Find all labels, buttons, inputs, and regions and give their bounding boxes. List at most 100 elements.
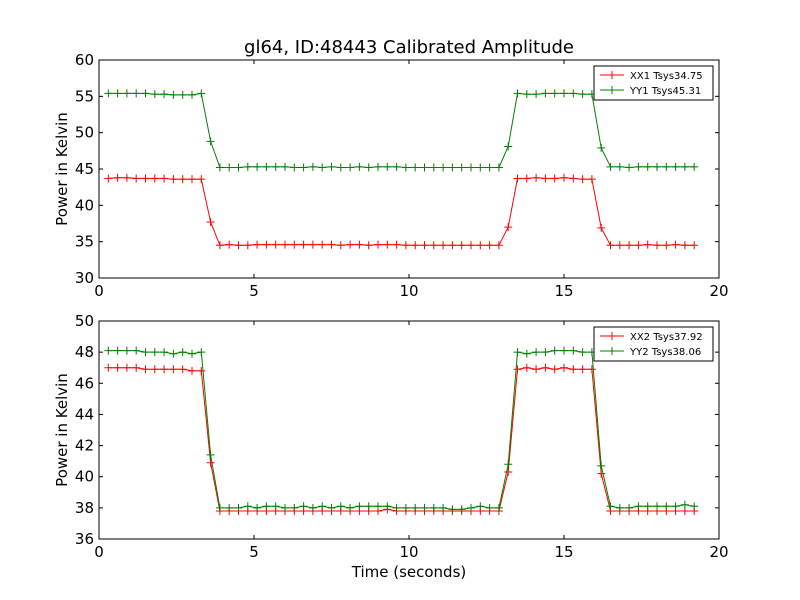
data-point: [346, 503, 355, 512]
data-point: [150, 174, 159, 183]
data-point: [355, 240, 364, 249]
y-tick-label: 45: [75, 160, 94, 178]
data-point: [169, 365, 178, 374]
data-point: [653, 502, 661, 511]
data-point: [122, 363, 131, 372]
data-point: [104, 89, 113, 98]
x-tick-label: 10: [399, 543, 418, 561]
data-point: [327, 162, 336, 171]
data-point: [560, 346, 568, 355]
x-tick-label: 5: [249, 543, 259, 561]
data-point: [522, 363, 531, 372]
data-point: [262, 240, 271, 249]
data-point: [671, 502, 680, 511]
data-point: [634, 241, 643, 250]
data-point: [560, 89, 568, 98]
data-point: [299, 163, 308, 172]
data-point: [122, 173, 131, 182]
data-point: [160, 365, 169, 374]
data-point: [234, 163, 243, 172]
data-point: [643, 162, 652, 171]
data-point: [476, 502, 485, 511]
data-point: [522, 349, 531, 358]
series-2: [104, 346, 699, 514]
data-point: [578, 365, 587, 374]
data-point: [457, 163, 466, 172]
data-point: [587, 365, 596, 374]
data-point: [560, 173, 568, 182]
data-point: [243, 162, 252, 171]
data-point: [615, 162, 624, 171]
data-point: [587, 175, 596, 184]
data-point: [234, 241, 243, 250]
data-point: [215, 241, 224, 250]
data-point: [234, 503, 243, 512]
data-point: [504, 142, 513, 151]
data-point: [634, 502, 643, 511]
data-point: [290, 240, 299, 249]
data-point: [188, 175, 196, 184]
data-point: [653, 241, 661, 250]
legend-label: XX1 Tsys34.75: [630, 71, 703, 82]
data-point: [197, 366, 206, 375]
data-point: [383, 240, 392, 249]
data-point: [532, 348, 541, 357]
data-point: [178, 90, 187, 99]
data-point: [160, 90, 169, 99]
y-tick-label: 35: [75, 233, 94, 251]
data-point: [606, 162, 615, 171]
data-point: [541, 89, 550, 98]
data-point: [271, 162, 280, 171]
data-point: [318, 502, 327, 511]
y-axis-label: Power in Kelvin: [53, 112, 71, 226]
data-point: [662, 502, 671, 511]
data-point: [532, 173, 541, 182]
series-line: [108, 92, 695, 169]
data-point: [597, 223, 606, 232]
data-point: [178, 348, 187, 357]
data-point: [550, 365, 559, 374]
data-point: [225, 503, 234, 512]
data-point: [625, 163, 634, 172]
series-line: [108, 177, 695, 246]
data-point: [411, 163, 420, 172]
data-point: [513, 89, 522, 98]
data-point: [615, 503, 624, 512]
data-point: [457, 241, 466, 250]
data-point: [104, 174, 113, 183]
data-point: [299, 502, 308, 511]
data-point: [690, 241, 699, 250]
y-tick-label: 50: [75, 312, 94, 330]
data-point: [262, 162, 271, 171]
data-point: [206, 137, 215, 146]
data-point: [141, 365, 150, 374]
data-point: [169, 90, 178, 99]
data-point: [281, 240, 289, 249]
legend-marker: [608, 86, 616, 94]
data-point: [662, 241, 671, 250]
data-point: [243, 241, 252, 250]
x-axis-label: Time (seconds): [351, 563, 467, 581]
legend-marker: [608, 347, 616, 355]
data-point: [550, 346, 559, 355]
data-point: [690, 502, 699, 511]
data-point: [113, 363, 122, 372]
data-point: [420, 163, 429, 172]
data-point: [327, 240, 336, 249]
y-tick-label: 30: [75, 269, 94, 287]
data-point: [169, 175, 178, 184]
data-point: [336, 241, 345, 250]
data-point: [308, 503, 317, 512]
data-point: [374, 240, 382, 249]
data-point: [578, 348, 587, 357]
data-point: [206, 458, 215, 467]
data-point: [178, 365, 187, 374]
data-point: [680, 241, 689, 250]
data-point: [522, 174, 531, 183]
data-point: [104, 363, 113, 372]
data-point: [485, 163, 494, 172]
y-tick-label: 48: [75, 343, 94, 361]
data-point: [336, 163, 345, 172]
data-point: [625, 241, 634, 250]
data-point: [392, 162, 401, 171]
